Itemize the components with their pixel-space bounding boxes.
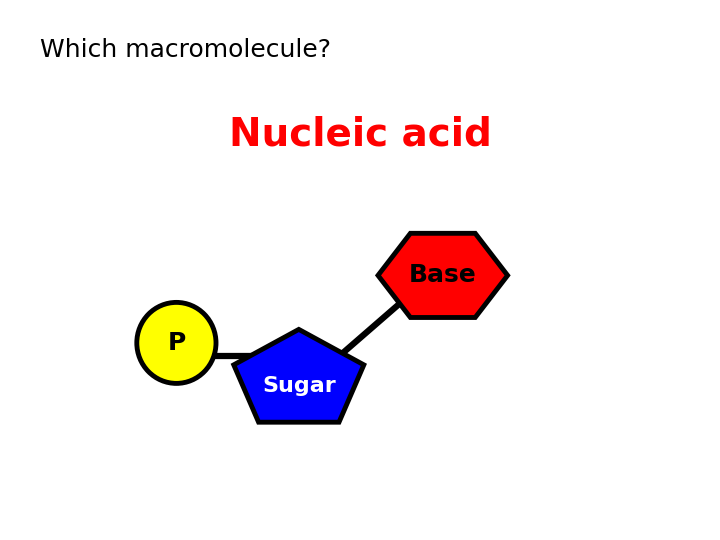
Polygon shape — [378, 233, 508, 318]
Text: Base: Base — [409, 264, 477, 287]
Text: P: P — [167, 331, 186, 355]
Polygon shape — [234, 329, 364, 422]
Text: Which macromolecule?: Which macromolecule? — [40, 38, 330, 62]
Text: Nucleic acid: Nucleic acid — [228, 116, 492, 154]
Text: Sugar: Sugar — [262, 376, 336, 396]
Ellipse shape — [137, 302, 216, 383]
